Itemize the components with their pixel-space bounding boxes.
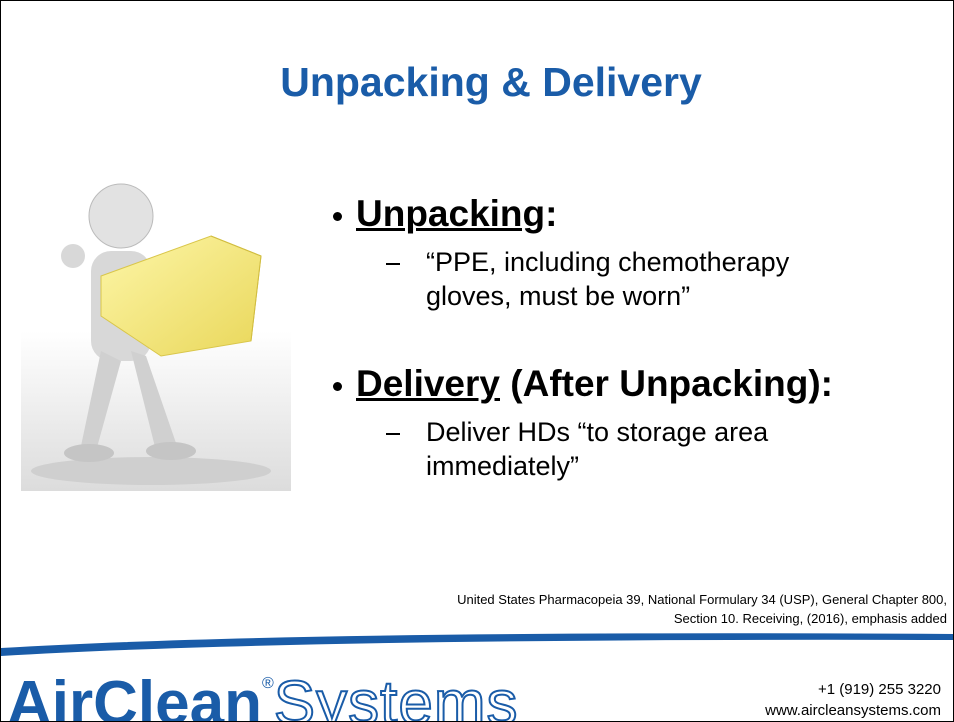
- bullet-rest: :: [545, 193, 557, 234]
- illustration: [21, 181, 291, 491]
- citation-line: United States Pharmacopeia 39, National …: [457, 590, 947, 609]
- logo-light: Systems: [274, 669, 519, 722]
- bullet-heading: Unpacking: [356, 193, 545, 234]
- bullet-dot: [333, 382, 342, 391]
- sub-text: “PPE, including chemotherapy gloves, mus…: [426, 245, 866, 313]
- bullet-heading: Delivery: [356, 363, 500, 404]
- logo-mark: ®: [262, 675, 274, 692]
- phone: +1 (919) 255 3220: [765, 679, 941, 700]
- contact: +1 (919) 255 3220 www.aircleansystems.co…: [765, 679, 941, 721]
- sub-text: Deliver HDs “to storage area immediately…: [426, 415, 826, 483]
- url: www.aircleansystems.com: [765, 700, 941, 721]
- logo-bold: AirClean: [7, 669, 262, 722]
- slide-title: Unpacking & Delivery: [1, 59, 954, 106]
- dash: [386, 433, 400, 435]
- bullet-dot: [333, 212, 342, 221]
- logo: AirClean®Systems: [7, 651, 518, 722]
- citation: United States Pharmacopeia 39, National …: [457, 590, 947, 628]
- slide: Unpacking & Delivery Unpacking: “PPE, in…: [0, 0, 954, 722]
- bullet-rest: (After Unpacking):: [500, 363, 833, 404]
- dash: [386, 263, 400, 265]
